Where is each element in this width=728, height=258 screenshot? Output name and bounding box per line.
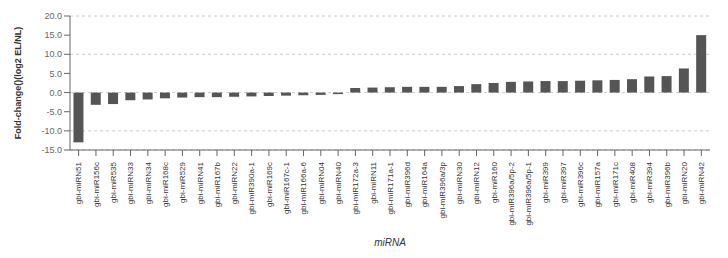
svg-text:gbi-miR396a/3p: gbi-miR396a/3p [438,161,447,218]
svg-text:gbi-miRN51: gbi-miRN51 [74,161,83,204]
svg-text:gbi-miR171a-1: gbi-miR171a-1 [386,161,395,214]
svg-text:gbi-miRN41: gbi-miRN41 [196,161,205,204]
svg-text:0.0: 0.0 [49,88,62,98]
svg-text:gbi-miR394: gbi-miR394 [645,161,654,202]
svg-text:gbi-miR160: gbi-miR160 [490,161,499,202]
svg-text:10.0: 10.0 [44,49,62,59]
svg-text:5.0: 5.0 [49,69,62,79]
svg-text:gbi-miR396a/5p-2: gbi-miR396a/5p-2 [507,161,516,225]
svg-text:gbi-miR390a-1: gbi-miR390a-1 [247,161,256,214]
svg-text:gbi-miR172a-3: gbi-miR172a-3 [351,161,360,214]
svg-text:gbi-miR171c: gbi-miR171c [611,162,620,207]
svg-text:gbi-miR396a/5p-1: gbi-miR396a/5p-1 [524,161,533,225]
svg-text:gbi-miR408: gbi-miR408 [628,161,637,202]
svg-text:gbi-miR529: gbi-miR529 [178,161,187,202]
svg-text:gbi-miR167b: gbi-miR167b [213,161,222,207]
svg-text:gbi-miR156c: gbi-miR156c [92,162,101,207]
svg-text:-15.0: -15.0 [41,145,62,155]
svg-text:gbi-miR157a: gbi-miR157a [593,161,602,207]
svg-text:20.0: 20.0 [44,11,62,21]
svg-text:gbi-miR167c-1: gbi-miR167c-1 [282,161,291,214]
svg-text:gbi-miR396b: gbi-miR396b [663,161,672,207]
svg-text:gbi-miR396d: gbi-miR396d [403,162,412,207]
svg-text:gbi-miR399: gbi-miR399 [541,161,550,202]
svg-text:gbi-miRN33: gbi-miRN33 [126,161,135,204]
svg-text:-5.0: -5.0 [46,107,62,117]
svg-text:miRNA: miRNA [374,237,406,248]
svg-text:gbi-miR397: gbi-miR397 [559,161,568,202]
svg-text:gbi-miRN34: gbi-miRN34 [144,161,153,204]
svg-text:gbi-miRN20: gbi-miRN20 [680,161,689,204]
svg-text:gbi-miR535: gbi-miR535 [109,161,118,202]
svg-text:gbi-miRN40: gbi-miRN40 [334,161,343,204]
svg-text:gbi-miRN04: gbi-miRN04 [317,161,326,204]
svg-text:gbi-miRN30: gbi-miRN30 [455,161,464,204]
svg-text:gbi-miR168c: gbi-miR168c [161,162,170,207]
svg-text:gbi-miRN22: gbi-miRN22 [230,161,239,204]
svg-text:gbi-miR169c: gbi-miR169c [265,162,274,207]
svg-text:gbi-miR164a: gbi-miR164a [420,161,429,207]
svg-text:gbi-miRN42: gbi-miRN42 [697,161,706,204]
svg-text:15.0: 15.0 [44,30,62,40]
svg-text:gbi-miR396c: gbi-miR396c [576,162,585,207]
svg-text:Fold-change()(log2 EL/NL): Fold-change()(log2 EL/NL) [13,27,23,140]
svg-text:gbi-miR166a-6: gbi-miR166a-6 [299,161,308,214]
svg-text:gbi-miRN11: gbi-miRN11 [369,161,378,203]
svg-text:gbi-miRN12: gbi-miRN12 [472,161,481,204]
svg-text:-10.0: -10.0 [41,126,62,136]
